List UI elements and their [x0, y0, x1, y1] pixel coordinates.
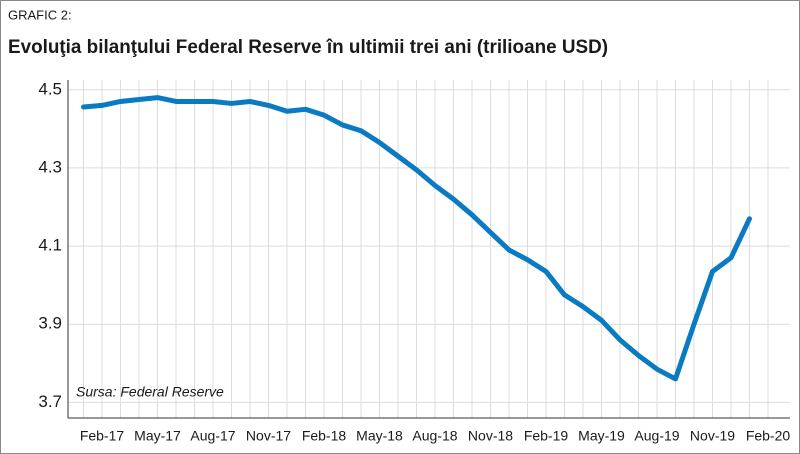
x-tick-label: Aug-17: [190, 428, 235, 444]
y-tick-label: 4.5: [38, 79, 62, 98]
y-tick-label: 4.3: [38, 157, 62, 176]
x-tick-label: May-17: [134, 428, 181, 444]
x-tick-label: Feb-18: [302, 428, 347, 444]
x-tick-label: Aug-19: [634, 428, 679, 444]
x-tick-label: Feb-17: [80, 428, 125, 444]
y-tick-label: 3.7: [38, 392, 62, 411]
plot: [81, 95, 752, 382]
x-tick-label: Feb-20: [746, 428, 791, 444]
annotation: Sursa: Federal Reserve: [76, 384, 224, 400]
x-tick-label: Feb-19: [524, 428, 569, 444]
x-tick-label: Nov-17: [246, 428, 291, 444]
x-tick-label: May-19: [578, 428, 625, 444]
x-tick-label: Nov-18: [468, 428, 513, 444]
chart-label: GRAFIC 2:: [8, 7, 72, 22]
x-tick-label: May-18: [356, 428, 403, 444]
x-tick-label: Nov-19: [690, 428, 735, 444]
data-line: [81, 95, 752, 382]
x-tick-label: Aug-18: [412, 428, 457, 444]
grid: [68, 80, 790, 418]
chart-title: Evoluţia bilanţului Federal Reserve în u…: [8, 37, 608, 58]
y-tick-label: 3.9: [38, 314, 62, 333]
y-tick-label: 4.1: [38, 236, 62, 255]
